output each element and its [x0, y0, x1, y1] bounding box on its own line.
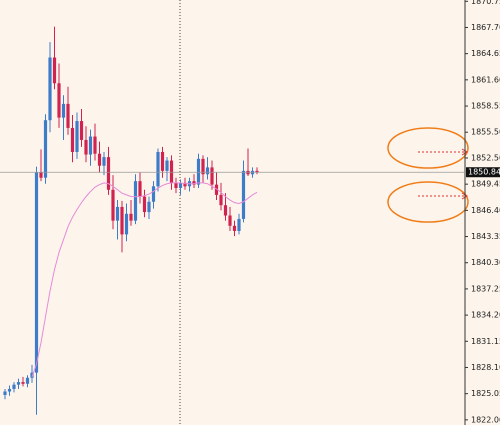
annotations	[387, 127, 469, 223]
y-tick-label: 1867.70	[471, 23, 500, 32]
candle-body	[214, 184, 219, 195]
current-price-label: 1850.84	[468, 168, 500, 177]
candle-body	[93, 136, 97, 154]
candle-body	[151, 186, 156, 202]
arrow-head	[461, 148, 468, 156]
candle-body	[129, 213, 133, 221]
highlight-ellipse	[387, 127, 469, 169]
candle-body	[178, 182, 183, 189]
candle-body	[97, 153, 102, 166]
candle-body	[48, 57, 52, 121]
candle-body	[169, 160, 174, 183]
candle-body	[124, 213, 129, 235]
candle-body	[120, 206, 124, 235]
candle-body	[138, 181, 142, 197]
candle-body	[223, 205, 228, 216]
candle-body	[219, 194, 223, 206]
candle-body	[70, 127, 75, 152]
y-tick-label: 1834.20	[471, 311, 500, 320]
candle-body	[25, 377, 30, 384]
candle-body	[174, 182, 178, 189]
y-tick-label: 1861.60	[471, 75, 500, 84]
candle-body	[12, 384, 16, 389]
candle-body	[30, 372, 34, 378]
y-tick-label: 1831.15	[471, 337, 500, 346]
candle-body	[61, 103, 66, 118]
y-tick-label: 1849.45	[471, 180, 500, 189]
candle-body	[3, 391, 7, 395]
candle-body	[66, 103, 70, 128]
candle-body	[201, 158, 205, 175]
candle-body	[39, 172, 43, 178]
candle-body	[192, 181, 196, 185]
candle-body	[228, 215, 232, 226]
candle-body	[196, 158, 201, 185]
candle-body	[160, 151, 165, 171]
candle-body	[232, 225, 237, 231]
candle-body	[102, 157, 106, 166]
y-tick-label: 1843.35	[471, 232, 500, 241]
candle-body	[79, 121, 84, 140]
candle-body	[16, 382, 21, 385]
y-tick-label: 1822.00	[471, 415, 500, 424]
candle-body	[115, 206, 120, 221]
y-tick-label: 1828.10	[471, 363, 500, 372]
moving-average	[31, 182, 258, 378]
candle-body	[88, 136, 93, 155]
candle-body	[255, 170, 259, 173]
highlight-ellipse	[387, 181, 469, 223]
y-tick-label: 1855.50	[471, 128, 500, 137]
y-tick-label: 1852.50	[471, 153, 500, 162]
candle-body	[133, 181, 138, 221]
candle-body	[57, 83, 61, 118]
y-tick-label: 1864.65	[471, 49, 500, 58]
candle-body	[21, 382, 25, 384]
y-tick-label: 1840.30	[471, 258, 500, 267]
candle-body	[111, 189, 115, 221]
candle-body	[210, 167, 214, 185]
y-tick-label: 1837.25	[471, 284, 500, 293]
y-tick-label: 1846.40	[471, 206, 500, 215]
candle-body	[75, 121, 79, 152]
candle-body	[106, 157, 111, 190]
candle-body	[7, 388, 12, 392]
candle-body	[34, 172, 39, 373]
y-tick-label: 1825.05	[471, 389, 500, 398]
arrow-head	[461, 192, 468, 200]
candle-body	[205, 167, 210, 175]
price-tag	[466, 167, 500, 178]
candle-body	[147, 201, 151, 213]
candle-body	[156, 151, 160, 187]
candle-body	[183, 182, 187, 187]
candle-body	[241, 170, 246, 219]
candle-body	[43, 120, 48, 178]
candle-body	[142, 196, 147, 213]
candle-body	[52, 57, 57, 84]
candle-body	[165, 160, 169, 171]
candle-body	[237, 218, 241, 231]
candle-body	[84, 139, 88, 155]
y-tick-label: 1870.75	[471, 0, 500, 6]
y-tick-label: 1858.55	[471, 102, 500, 111]
